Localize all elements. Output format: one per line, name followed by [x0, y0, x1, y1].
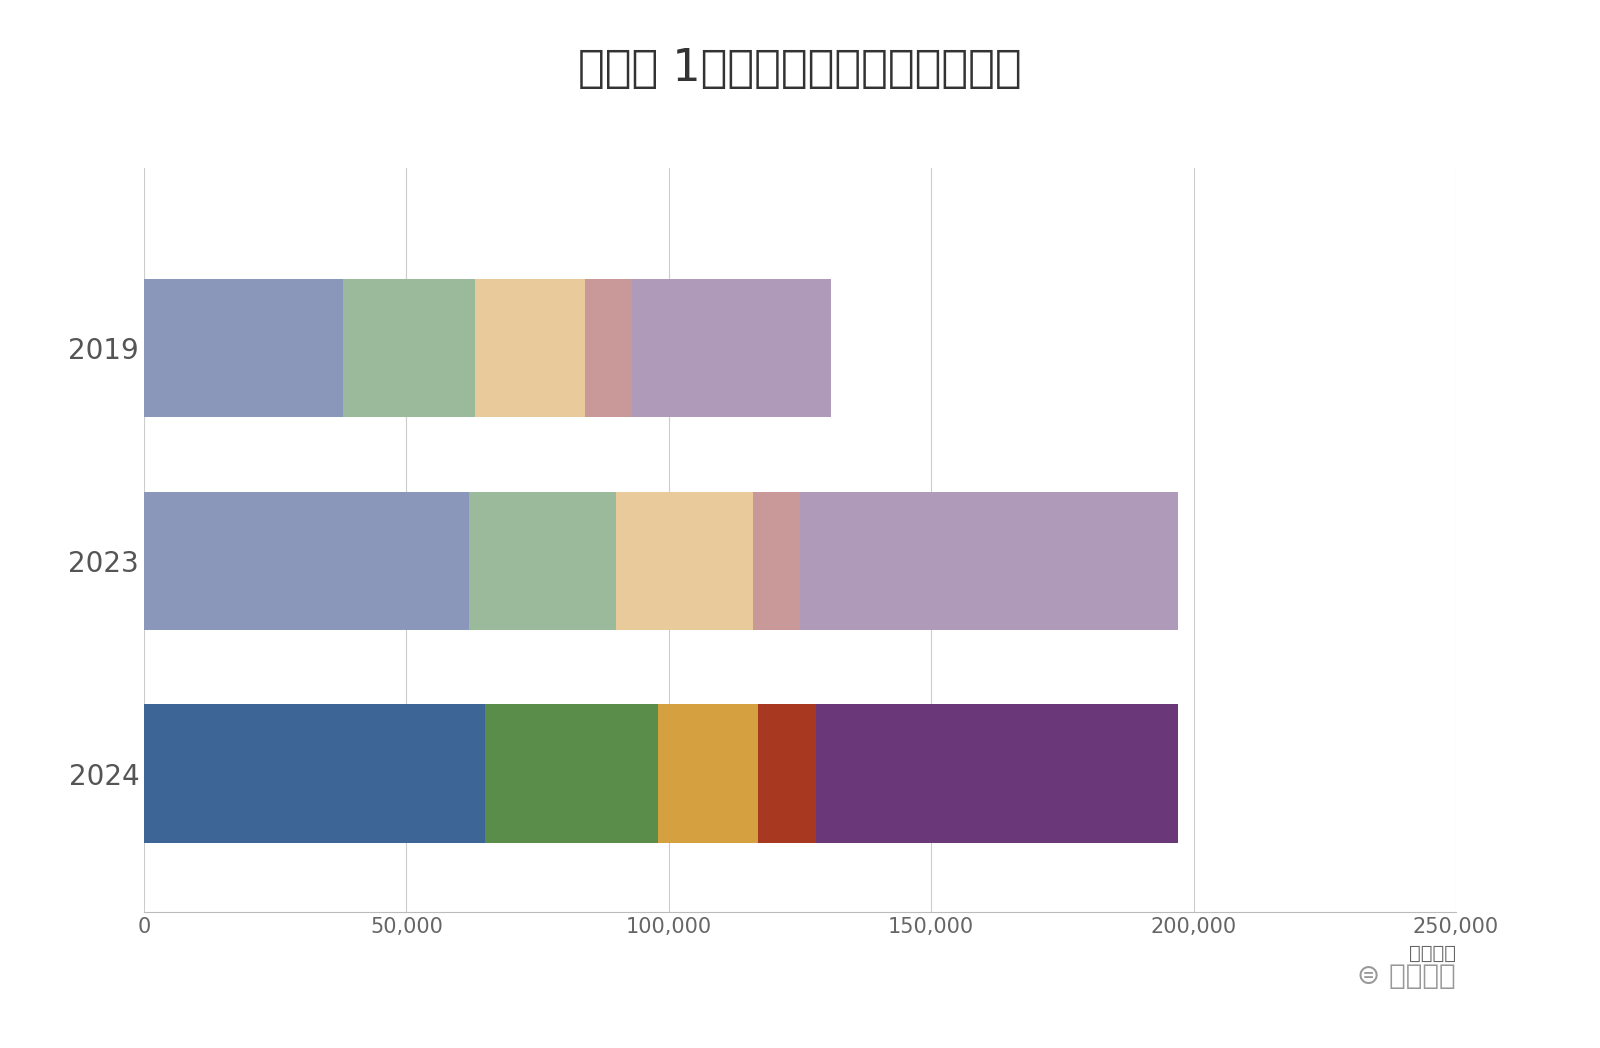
- Bar: [616, 492, 752, 630]
- Bar: [485, 704, 658, 843]
- Bar: [658, 704, 758, 843]
- Bar: [344, 279, 475, 417]
- Bar: [632, 279, 832, 417]
- Bar: [144, 492, 469, 630]
- Bar: [144, 704, 485, 843]
- Bar: [758, 704, 816, 843]
- Bar: [475, 279, 586, 417]
- Bar: [816, 704, 1178, 843]
- Text: 費目別 1人当たり訪日タイ人消費額: 費目別 1人当たり訪日タイ人消費額: [578, 47, 1022, 90]
- Bar: [469, 492, 616, 630]
- Bar: [586, 279, 632, 417]
- Text: ⊜ 訪日ラボ: ⊜ 訪日ラボ: [1357, 962, 1456, 990]
- Bar: [144, 279, 344, 417]
- Bar: [752, 492, 800, 630]
- Bar: [800, 492, 1178, 630]
- Text: （万円）: （万円）: [1410, 943, 1456, 963]
